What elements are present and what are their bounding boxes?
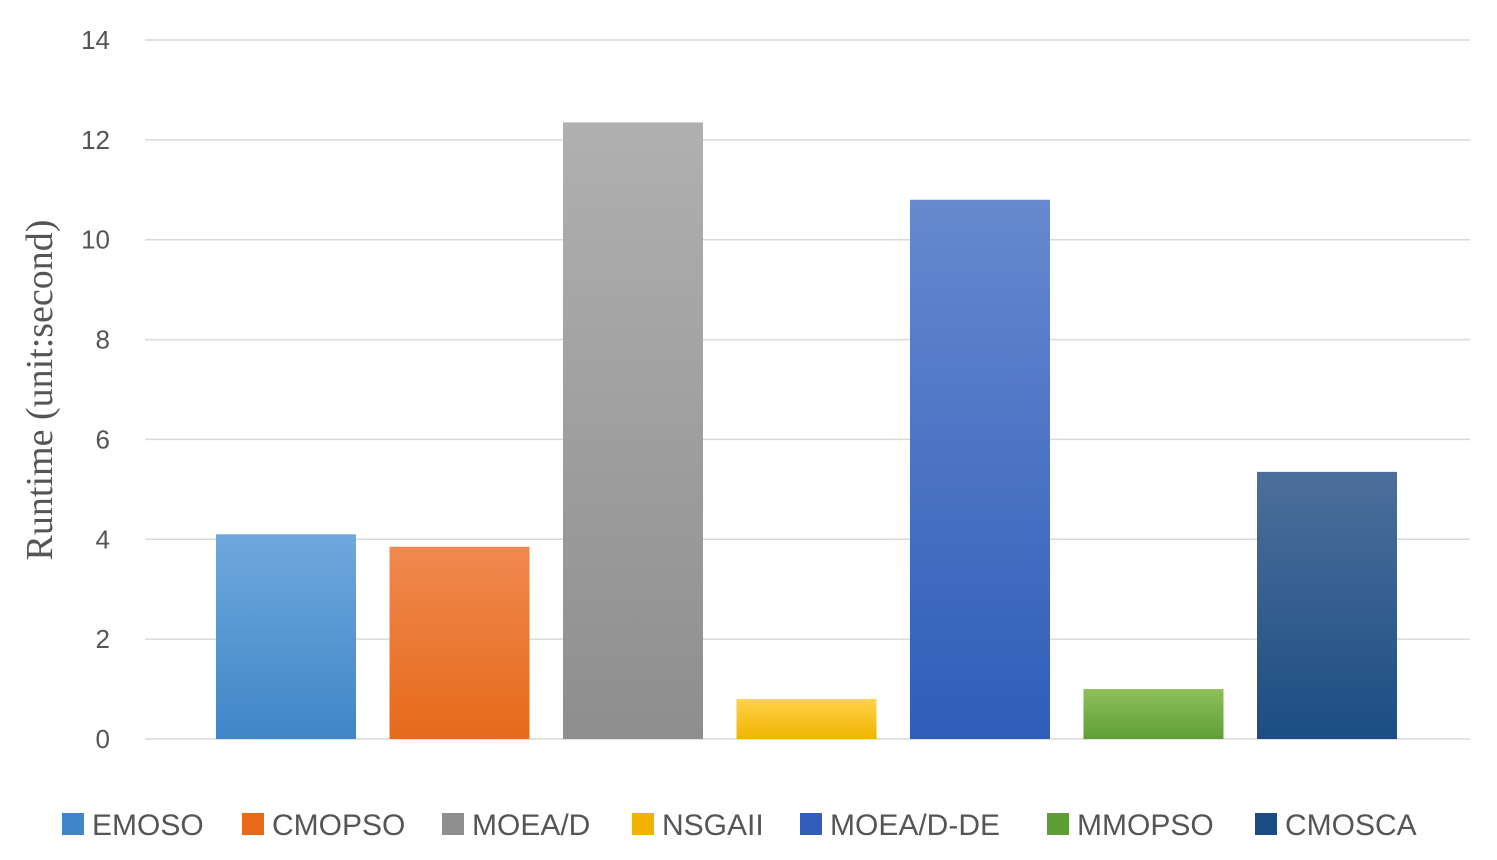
legend-swatch xyxy=(800,813,822,835)
legend-swatch xyxy=(242,813,264,835)
legend: EMOSO CMOPSO MOEA/D NSGAII MOEA/D-DE MMOPSO CM… xyxy=(62,809,1417,842)
legend-label: MOEA/D xyxy=(472,809,590,842)
legend-label: NSGAII xyxy=(662,809,764,842)
legend-label: MOEA/D-DE xyxy=(830,809,1000,842)
y-tick-label: 8 xyxy=(96,325,110,355)
legend-swatch xyxy=(62,813,84,835)
y-tick-label: 12 xyxy=(81,125,110,155)
legend-label: CMOPSO xyxy=(272,809,405,842)
legend-label: MMOPSO xyxy=(1077,809,1214,842)
gridlines xyxy=(145,39,1470,740)
bar-moea-d-de xyxy=(910,199,1050,739)
legend-label: CMOSCA xyxy=(1285,809,1417,842)
bar-moea-d xyxy=(563,122,703,739)
bar-cmopso xyxy=(389,546,530,739)
y-tick-label: 14 xyxy=(81,25,110,55)
legend-swatch xyxy=(1047,813,1069,835)
y-tick-label: 2 xyxy=(96,624,110,654)
bar-emoso xyxy=(216,534,356,739)
bar-nsgaii xyxy=(736,699,877,739)
bar-cmosca xyxy=(1257,471,1397,739)
y-tick-label: 4 xyxy=(96,524,110,554)
legend-swatch xyxy=(442,813,464,835)
y-axis-label: Runtime (unit:second) xyxy=(19,220,61,561)
y-axis-ticks: 0 2 4 6 8 10 12 14 xyxy=(81,25,110,754)
legend-label: EMOSO xyxy=(92,809,204,842)
y-tick-label: 0 xyxy=(96,724,110,754)
bars xyxy=(216,122,1397,739)
y-tick-label: 6 xyxy=(96,424,110,454)
bar-mmopso xyxy=(1083,689,1224,739)
y-tick-label: 10 xyxy=(81,225,110,255)
legend-swatch xyxy=(632,813,654,835)
legend-swatch xyxy=(1255,813,1277,835)
